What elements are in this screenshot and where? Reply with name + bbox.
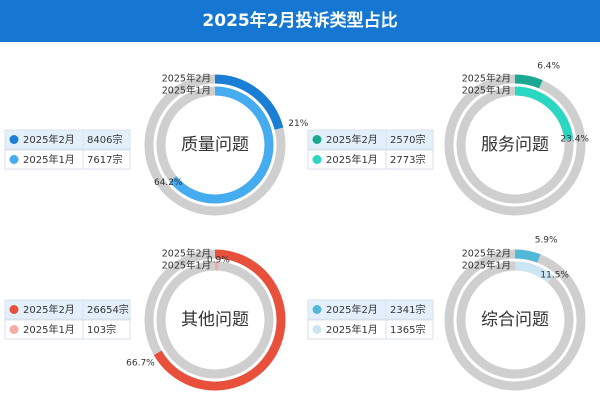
value-label: 0.9% xyxy=(207,256,230,266)
ring-label: 2025年2月 xyxy=(462,248,511,260)
panel-title: 综合问题 xyxy=(481,310,549,330)
panel-title: 质量问题 xyxy=(181,135,249,155)
legend-dot xyxy=(312,135,322,144)
table-row xyxy=(4,129,131,150)
table-label: 2025年2月 xyxy=(326,303,378,316)
table-label: 2025年2月 xyxy=(23,303,75,316)
table-count: 7617宗 xyxy=(87,153,122,166)
table-count: 26654宗 xyxy=(87,303,129,316)
legend-dot xyxy=(9,155,19,164)
table-count: 2570宗 xyxy=(390,133,425,146)
table-row xyxy=(307,299,434,320)
table-label: 2025年2月 xyxy=(326,133,378,146)
legend-dot xyxy=(9,305,19,314)
table-label: 2025年1月 xyxy=(326,323,378,336)
ring-bar xyxy=(514,249,541,263)
table-row xyxy=(4,149,131,170)
table-count: 8406宗 xyxy=(87,133,122,146)
ring-label: 2025年1月 xyxy=(462,260,511,272)
ring-label: 2025年2月 xyxy=(162,73,211,85)
value-label: 66.7% xyxy=(126,358,155,368)
ring-bar xyxy=(514,86,574,141)
panel-title: 其他问题 xyxy=(181,310,249,330)
table-count: 2341宗 xyxy=(390,303,425,316)
legend-dot xyxy=(312,155,322,164)
table-count: 1365宗 xyxy=(390,323,425,336)
ring-label: 2025年1月 xyxy=(162,85,211,97)
ring-bar xyxy=(514,74,543,89)
table-row xyxy=(307,129,434,150)
ring-bar xyxy=(153,249,286,391)
page-title: 2025年2月投诉类型占比 xyxy=(202,10,397,31)
header-bar xyxy=(0,0,600,42)
legend-dot xyxy=(312,305,322,314)
table-label: 2025年2月 xyxy=(23,133,75,146)
ring-bar xyxy=(169,86,274,204)
table-row xyxy=(4,299,131,320)
value-label: 23.4% xyxy=(560,134,589,144)
table-count: 103宗 xyxy=(87,323,116,336)
table-label: 2025年1月 xyxy=(23,323,75,336)
ring-label: 2025年1月 xyxy=(162,260,211,272)
value-label: 21% xyxy=(288,119,308,129)
table-row xyxy=(4,319,131,340)
ring-label: 2025年2月 xyxy=(462,73,511,85)
table-label: 2025年1月 xyxy=(23,153,75,166)
ring-label: 2025年1月 xyxy=(462,85,511,97)
value-label: 5.9% xyxy=(535,235,558,245)
value-label: 11.5% xyxy=(540,270,569,280)
ring-bar xyxy=(514,261,554,283)
value-label: 64.2% xyxy=(154,178,183,188)
legend-dot xyxy=(9,135,19,144)
table-label: 2025年1月 xyxy=(326,153,378,166)
table-row xyxy=(307,149,434,170)
ring-label: 2025年2月 xyxy=(162,248,211,260)
panel-title: 服务问题 xyxy=(481,135,549,155)
table-row xyxy=(307,319,434,340)
table-count: 2773宗 xyxy=(390,153,425,166)
ring-bar xyxy=(214,74,284,130)
value-label: 6.4% xyxy=(537,61,560,71)
legend-dot xyxy=(9,325,19,334)
legend-dot xyxy=(312,325,322,334)
